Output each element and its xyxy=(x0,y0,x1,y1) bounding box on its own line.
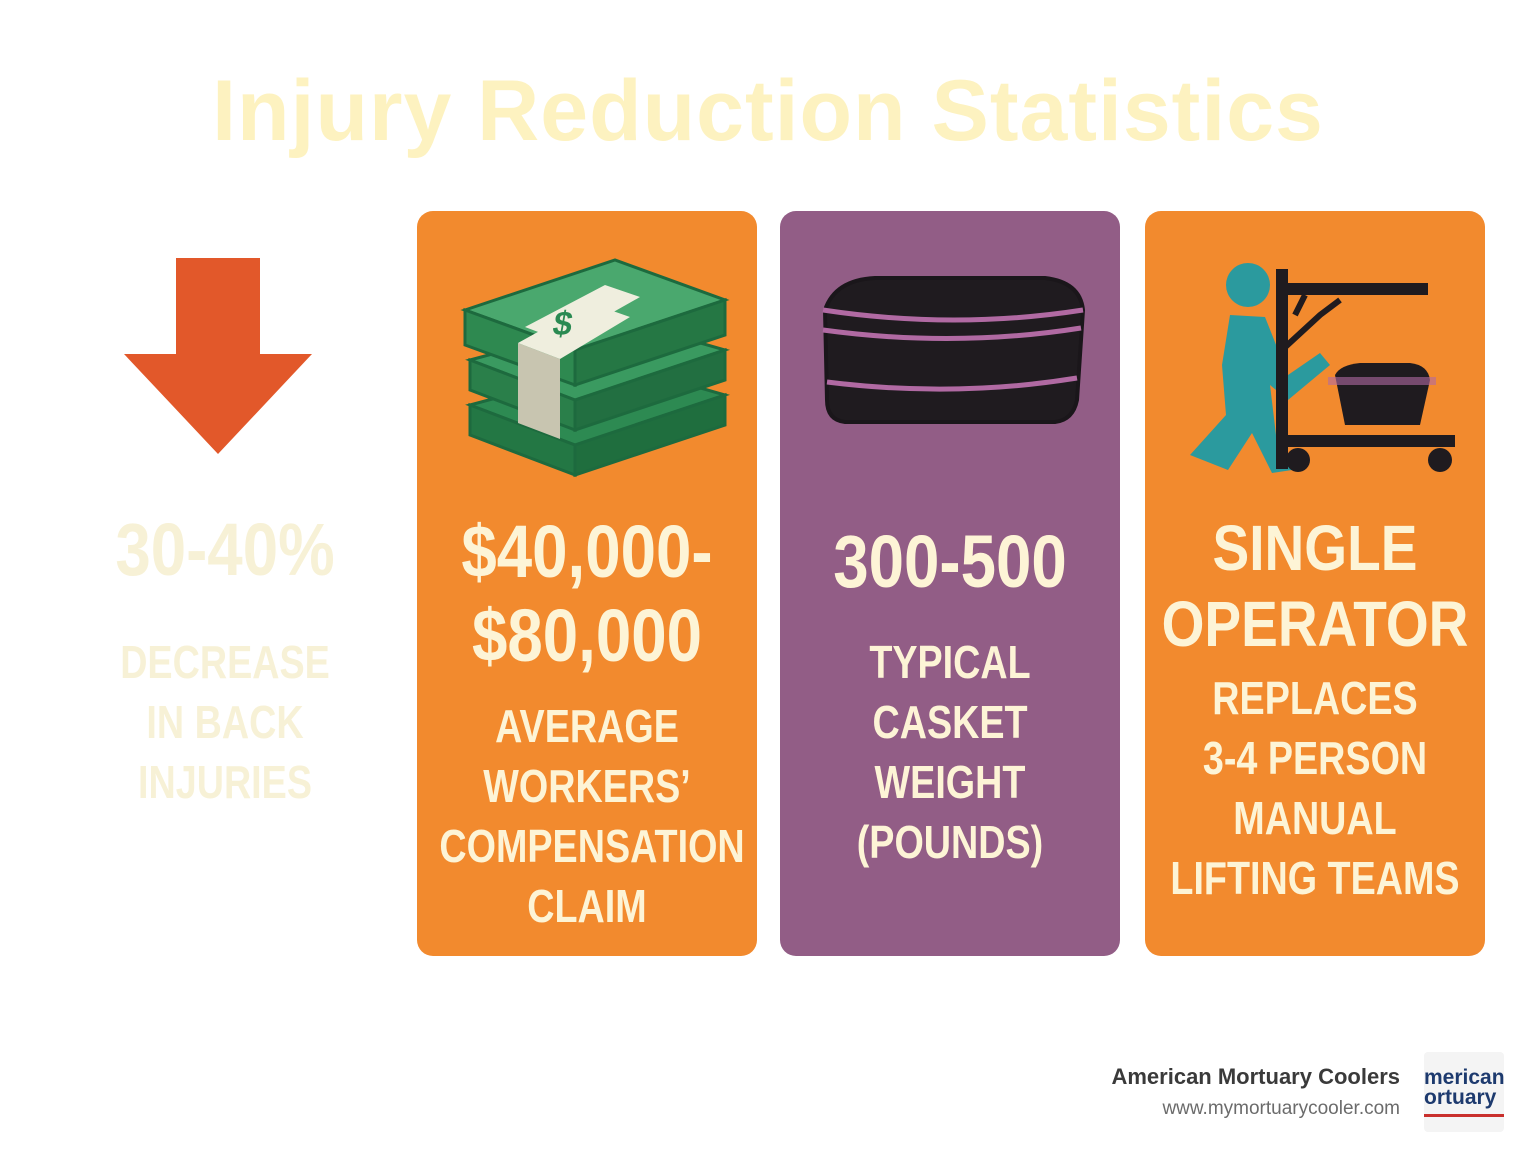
stat: 300-500 TYPICAL CASKET WEIGHT (POUNDS) xyxy=(780,520,1120,872)
stat-description: COMPENSATION xyxy=(439,820,745,872)
money-icon: $ xyxy=(460,258,730,478)
stat-description: WORKERS’ xyxy=(483,760,691,812)
lift-operator-icon xyxy=(1190,263,1455,473)
stat-description: CASKET xyxy=(872,696,1028,748)
down-arrow-icon xyxy=(124,258,312,454)
stat-description: REPLACES xyxy=(1212,672,1418,724)
logo: merican ortuary xyxy=(1424,1052,1504,1132)
stat-description: 3-4 PERSON xyxy=(1202,732,1428,784)
logo-stripe xyxy=(1424,1114,1504,1117)
stat-description: WEIGHT xyxy=(874,756,1026,808)
stat: SINGLE OPERATOR REPLACES 3-4 PERSON MANU… xyxy=(1135,510,1495,908)
stat-description: LIFTING TEAMS xyxy=(1170,852,1460,904)
stat: 30-40% DECREASE IN BACK INJURIES xyxy=(60,508,390,812)
logo-text: merican xyxy=(1424,1066,1504,1089)
website-url[interactable]: www.mymortuarycooler.com xyxy=(1162,1098,1400,1119)
stat: $40,000- $80,000 AVERAGE WORKERS’ COMPEN… xyxy=(407,510,767,936)
stat-description: CLAIM xyxy=(527,880,647,932)
title: Injury Reduction Statistics xyxy=(212,63,1324,159)
card xyxy=(1145,211,1485,956)
stat-description: DECREASE xyxy=(120,636,330,688)
brand-name: American Mortuary Coolers xyxy=(1111,1064,1400,1089)
stat-value: 300-500 xyxy=(833,520,1067,603)
stat-value: 30-40% xyxy=(115,508,335,591)
stat-value: $80,000 xyxy=(471,594,703,677)
stat-description: INJURIES xyxy=(138,756,312,808)
stat-description: (POUNDS) xyxy=(856,816,1044,868)
stat-description: MANUAL xyxy=(1233,792,1397,844)
stat-description: TYPICAL xyxy=(869,636,1031,688)
stat-description: AVERAGE xyxy=(495,700,679,752)
stat-value: $40,000- xyxy=(461,510,713,593)
stat-value: OPERATOR xyxy=(1161,588,1469,660)
casket-icon xyxy=(822,276,1086,424)
stat-value: SINGLE xyxy=(1212,512,1418,584)
stat-description: IN BACK xyxy=(146,696,304,748)
logo-text: ortuary xyxy=(1424,1086,1497,1109)
